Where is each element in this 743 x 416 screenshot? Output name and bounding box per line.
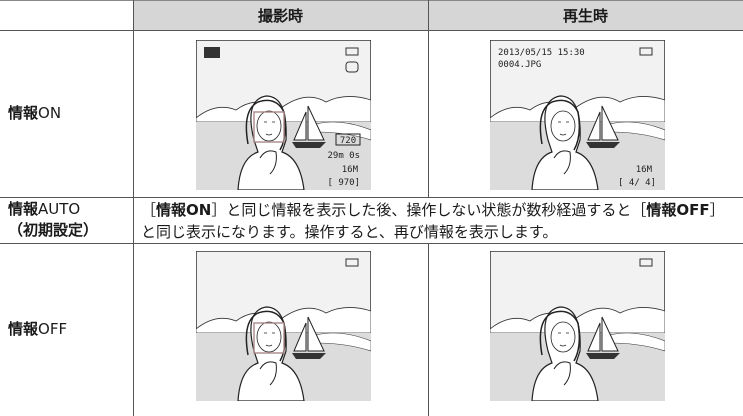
text-run: AUTO [38,200,81,218]
battery-icon [639,47,653,56]
rule [0,243,743,244]
label-line: 情報ON [8,103,133,124]
text-run: ON [38,104,62,122]
header-text: 撮影時 [257,6,303,25]
label-line: 情報OFF [8,319,133,340]
text-run: ］と同じ情報を表示した後、操作しない状態が数秒経過すると［ [211,201,647,219]
label-line: （初期設定） [8,220,133,241]
movie-badge: 720 [340,136,356,146]
text-run: OFF [38,320,68,338]
text-run: （初期設定） [8,221,99,239]
text-run: ［ [141,201,157,219]
header-text: 再生時 [562,6,608,25]
rule [428,243,429,416]
scene-icon [204,47,220,58]
remaining: [ 970] [327,178,360,188]
datetime: 2013/05/15 15:30 [498,48,585,58]
face-frame [253,111,285,143]
row-label: 情報ON [0,30,133,197]
screen-image [490,251,665,401]
row-label: 情報AUTO （初期設定） [0,197,133,243]
rule [133,0,134,416]
battery-icon [345,258,359,267]
rule [0,30,743,31]
rule [0,0,743,1]
face-frame [253,322,285,354]
rule [0,197,743,198]
label-line: 情報AUTO [8,199,133,220]
rule [428,0,429,197]
row-description: ［情報ON］と同じ情報を表示した後、操作しない状態が数秒経過すると［情報OFF］… [133,197,743,243]
header-cell: 再生時 [428,0,743,30]
shooting-screen: 720 29m 0s 16M [ 970] [196,40,371,190]
text-run: 情報OFF [646,201,710,219]
text-run: 情報 [8,200,39,218]
vr-icon [345,61,359,73]
text-run: 情報 [8,320,39,338]
text-run: 情報ON [156,201,212,219]
battery-icon [639,258,653,267]
battery-icon [345,47,359,56]
text-run: ］と同じ表示になります。操作すると、再び情報を表示します。 [141,201,725,241]
file-name: 0004.JPG [498,60,541,70]
counter: [ 4/ 4] [618,178,656,188]
row-label: 情報OFF [0,243,133,416]
badge-frame [335,133,361,146]
text-run: 情報 [8,104,39,122]
header-cell: 撮影時 [133,0,428,30]
shooting-screen [196,251,371,401]
playback-screen: 2013/05/15 15:30 0004.JPG 16M [ 4/ 4] [490,40,665,190]
playback-screen [490,251,665,401]
movie-time: 29m 0s [327,151,360,161]
size-badge: 16M [342,165,359,175]
size-badge: 16M [636,165,653,175]
